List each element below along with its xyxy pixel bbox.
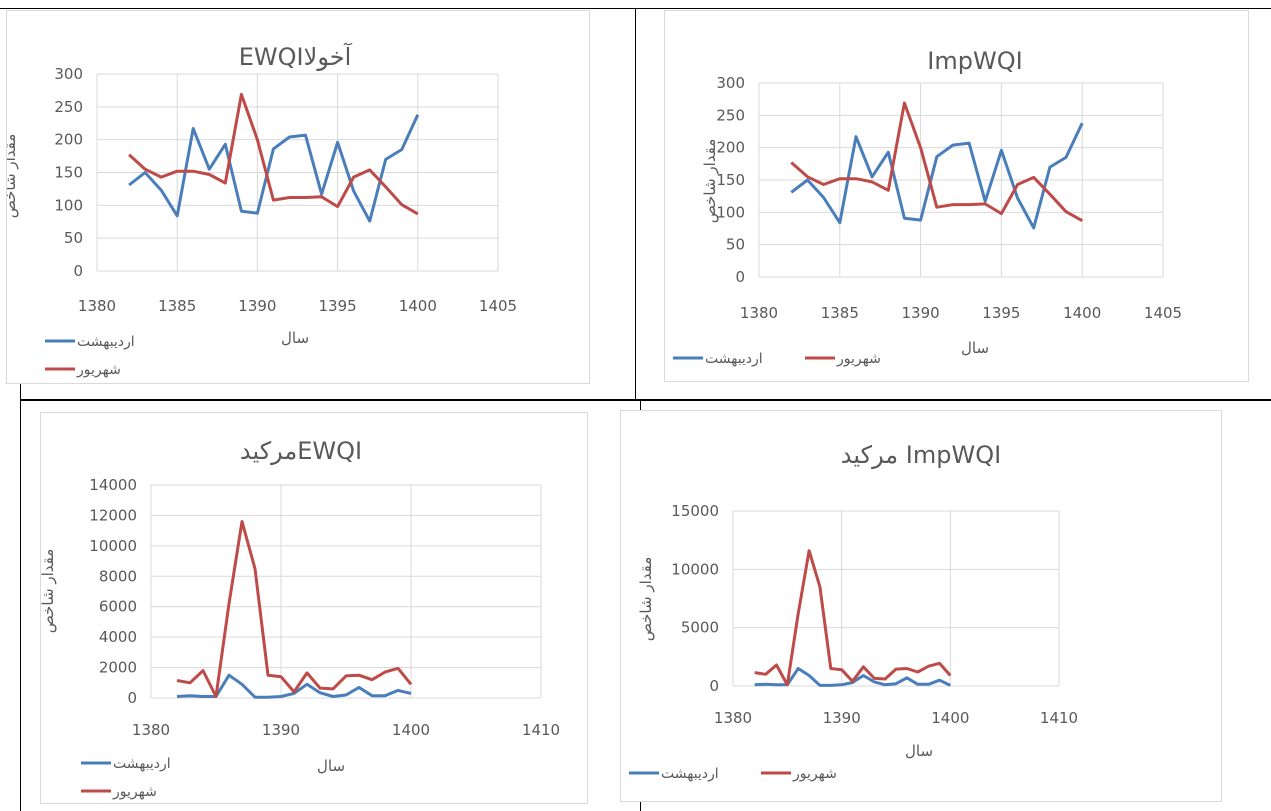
y-tick-label: 8000 xyxy=(99,567,137,585)
legend-label: شهریور xyxy=(792,766,837,782)
series-line-ordibehesht xyxy=(790,122,1084,230)
y-tick-label: 4000 xyxy=(99,628,137,646)
x-tick-label: 1405 xyxy=(479,297,517,315)
chart-panel-impwqi-markid: مرکید ImpWQI 0 5000 10000 15000 1380 1390 1400 1… xyxy=(620,410,1222,802)
chart-panel-impwqi: ImpWQI 0 50 100 150 200 250 300 1380 1385 1390 1395… xyxy=(664,10,1249,382)
x-tick-label: 1380 xyxy=(714,709,752,727)
y-tick-label: 0 xyxy=(709,677,719,695)
table-divider-top xyxy=(635,8,636,400)
series-line-shahrivar xyxy=(790,101,1083,223)
y-tick-label: 50 xyxy=(64,229,83,247)
y-tick-label: 200 xyxy=(54,131,83,149)
x-tick-label: 1400 xyxy=(931,709,969,727)
y-tick-label: 250 xyxy=(54,98,83,116)
y-tick-label: 6000 xyxy=(99,598,137,616)
x-tick-label: 1385 xyxy=(158,297,196,315)
x-tick-label: 1390 xyxy=(902,304,940,322)
chart-impwqi-markid: مرکید ImpWQI 0 5000 10000 15000 1380 1390 1400 1… xyxy=(629,441,1078,782)
legend-item-shahrivar: شهریور xyxy=(81,784,157,800)
legend-label: شهریور xyxy=(112,784,157,800)
table-border-left xyxy=(20,384,21,811)
y-tick-label: 10000 xyxy=(671,560,719,578)
series-line-shahrivar xyxy=(128,92,419,216)
series-line-shahrivar xyxy=(754,549,952,687)
y-tick-label: 0 xyxy=(127,689,137,707)
x-tick-label: 1410 xyxy=(522,721,560,739)
legend-item-ordibehesht: اردیبهشت xyxy=(81,756,171,772)
x-axis-label: سال xyxy=(905,742,933,760)
x-tick-label: 1410 xyxy=(1040,709,1078,727)
y-tick-label: 200 xyxy=(716,139,745,157)
y-axis-label: مقدار شاخص xyxy=(41,549,57,633)
y-tick-label: 10000 xyxy=(89,537,137,555)
chart-ewqi-markid: مرکیدEWQI 0 2000 4000 6000 8000 10000 12000 1400… xyxy=(39,437,560,800)
x-tick-label: 1400 xyxy=(399,297,437,315)
y-tick-label: 14000 xyxy=(89,476,137,494)
table-border-middle xyxy=(20,399,1271,401)
chart-title: مرکیدEWQI xyxy=(240,437,362,465)
y-tick-label: 50 xyxy=(726,236,745,254)
y-tick-label: 250 xyxy=(716,106,745,124)
chart-panel-ewqi-akhola: EWQIآخولا 0 50 100 150 200 250 300 1380 1385 1390 1… xyxy=(1,10,590,384)
legend-item-shahrivar: شهریور xyxy=(45,362,121,378)
y-tick-label: 300 xyxy=(716,74,745,92)
x-tick-label: 1380 xyxy=(132,721,170,739)
chart-panel-ewqi-markid: مرکیدEWQI 0 2000 4000 6000 8000 10000 12000 1400… xyxy=(39,412,588,804)
x-tick-label: 1395 xyxy=(319,297,357,315)
y-tick-label: 150 xyxy=(54,164,83,182)
x-tick-label: 1380 xyxy=(78,297,116,315)
x-tick-label: 1390 xyxy=(823,709,861,727)
x-tick-label: 1385 xyxy=(821,304,859,322)
y-tick-label: 300 xyxy=(54,65,83,83)
legend-label: اردیبهشت xyxy=(113,756,171,772)
legend-item-ordibehesht: اردیبهشت xyxy=(673,351,763,367)
y-tick-label: 150 xyxy=(716,171,745,189)
y-tick-label: 15000 xyxy=(671,502,719,520)
x-axis-label: سال xyxy=(281,329,309,347)
y-tick-label: 0 xyxy=(735,268,745,286)
x-tick-label: 1390 xyxy=(238,297,276,315)
y-tick-label: 100 xyxy=(54,196,83,214)
series-line-shahrivar xyxy=(176,520,413,698)
chart-ewqi-akhola: EWQIآخولا 0 50 100 150 200 250 300 1380 1385 1390 1… xyxy=(1,42,517,378)
y-tick-label: 2000 xyxy=(99,659,137,677)
chart-title: ImpWQI xyxy=(927,47,1022,75)
y-tick-label: 12000 xyxy=(89,506,137,524)
x-axis-label: سال xyxy=(961,339,989,357)
legend-label: اردیبهشت xyxy=(661,766,719,782)
y-axis-label: مقدار شاخص xyxy=(7,134,19,218)
x-tick-label: 1395 xyxy=(982,304,1020,322)
y-axis-label: مقدار شاخص xyxy=(701,139,719,223)
chart-title: مرکید ImpWQI xyxy=(841,441,1001,469)
x-tick-label: 1400 xyxy=(392,721,430,739)
series-line-ordibehesht xyxy=(128,114,420,223)
x-tick-label: 1390 xyxy=(262,721,300,739)
y-tick-label: 5000 xyxy=(681,619,719,637)
chart-title: EWQIآخولا xyxy=(239,42,353,71)
y-tick-label: 0 xyxy=(73,262,83,280)
x-tick-label: 1400 xyxy=(1063,304,1101,322)
y-tick-label: 100 xyxy=(716,203,745,221)
x-tick-label: 1405 xyxy=(1144,304,1182,322)
legend-item-ordibehesht: اردیبهشت xyxy=(629,766,719,782)
legend-item-shahrivar: شهریور xyxy=(761,766,837,782)
legend-item-ordibehesht: اردیبهشت xyxy=(45,334,135,350)
chart-impwqi: ImpWQI 0 50 100 150 200 250 300 1380 1385 1390 1395… xyxy=(673,47,1182,367)
legend-label: اردیبهشت xyxy=(77,334,135,350)
legend-label: اردیبهشت xyxy=(705,351,763,367)
legend-label: شهریور xyxy=(76,362,121,378)
x-axis-label: سال xyxy=(317,757,345,775)
x-tick-label: 1380 xyxy=(740,304,778,322)
legend-item-shahrivar: شهریور xyxy=(805,351,881,367)
legend-label: شهریور xyxy=(836,351,881,367)
y-axis-label: مقدار شاخص xyxy=(637,557,655,641)
